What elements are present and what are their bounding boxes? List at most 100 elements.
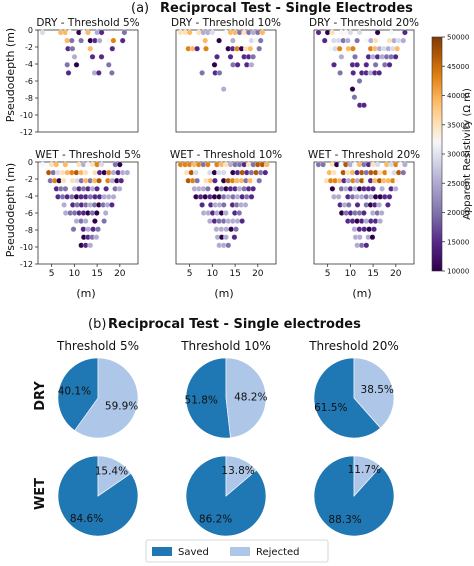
scatter-panel-4: WET - Threshold 5%0 -2 -4 -6 -8 -10 -12 5 10 15 20 bbox=[20, 149, 141, 279]
part-b-title: Reciprocal Test - Single electrodes bbox=[108, 317, 361, 332]
data-point bbox=[350, 45, 356, 52]
data-point bbox=[345, 202, 352, 208]
data-point bbox=[89, 53, 96, 60]
data-point bbox=[94, 185, 100, 192]
data-point bbox=[213, 226, 220, 233]
pie-wet-3: 88.3% 11.7% bbox=[313, 455, 395, 537]
y-tick-label: -6 bbox=[25, 77, 33, 86]
pie-slice-rejected bbox=[97, 455, 132, 497]
part-a-label: (a) bbox=[131, 1, 149, 16]
data-point bbox=[68, 37, 75, 44]
part-b-label: (b) bbox=[88, 317, 106, 332]
data-point bbox=[352, 53, 358, 60]
data-point bbox=[98, 161, 105, 168]
data-point bbox=[203, 45, 209, 52]
pie-dry-1: 40.1% 59.9% bbox=[57, 357, 138, 439]
xlabel-col-1: (m) bbox=[76, 287, 95, 300]
colorbar-tick-label: 20000 bbox=[447, 209, 469, 217]
data-point bbox=[377, 218, 383, 224]
data-point bbox=[370, 185, 376, 192]
data-point bbox=[256, 45, 263, 52]
colorbar-tick-label: 50000 bbox=[447, 34, 469, 42]
data-point bbox=[212, 177, 218, 184]
pie-row-label-wet: WET bbox=[33, 478, 48, 510]
data-point bbox=[385, 202, 391, 208]
data-point bbox=[351, 94, 358, 101]
data-point bbox=[73, 61, 80, 68]
data-point bbox=[118, 177, 125, 184]
pie-slice-saved bbox=[57, 357, 99, 431]
data-point bbox=[236, 210, 243, 216]
data-point bbox=[402, 29, 408, 36]
pie-col-title-2: Threshold 10% bbox=[180, 339, 271, 353]
data-point bbox=[329, 185, 336, 192]
data-point bbox=[101, 218, 107, 224]
pie-slice-rejected bbox=[353, 455, 382, 497]
data-point bbox=[85, 29, 91, 36]
data-point bbox=[363, 242, 370, 249]
data-point bbox=[378, 210, 385, 216]
x-tick-label: 20 bbox=[390, 269, 402, 279]
colorbar-tick-label: 35000 bbox=[447, 121, 469, 129]
data-point bbox=[402, 161, 408, 168]
panel-title: DRY - Threshold 10% bbox=[171, 17, 281, 29]
data-point bbox=[250, 185, 256, 192]
data-point bbox=[209, 29, 216, 36]
scatter-panel-6: WET - Threshold 20% 5 10 15 20 bbox=[308, 149, 420, 279]
data-point bbox=[386, 193, 393, 200]
data-point bbox=[69, 45, 76, 52]
data-point bbox=[225, 242, 232, 249]
data-point bbox=[321, 37, 328, 44]
data-point bbox=[211, 61, 218, 68]
data-point bbox=[351, 226, 358, 233]
data-point bbox=[329, 29, 336, 36]
panel-frame bbox=[37, 29, 139, 133]
scatter-panel-3: DRY - Threshold 20% bbox=[309, 17, 419, 133]
pie-label-saved: 51.8% bbox=[185, 394, 218, 406]
data-point bbox=[87, 242, 94, 249]
pie-wet-2: 86.2% 13.8% bbox=[185, 455, 267, 537]
legend-swatch-saved bbox=[152, 547, 172, 556]
data-point bbox=[242, 202, 249, 208]
pie-slice-saved bbox=[313, 357, 381, 439]
data-point bbox=[194, 45, 200, 52]
data-point bbox=[356, 29, 363, 36]
y-tick-label: -4 bbox=[25, 60, 33, 69]
data-point bbox=[66, 29, 73, 36]
data-point bbox=[344, 37, 351, 44]
data-point bbox=[87, 45, 94, 52]
x-tick-label: 15 bbox=[91, 269, 102, 279]
data-point bbox=[347, 29, 354, 36]
pie-col-title-3: Threshold 20% bbox=[308, 339, 399, 353]
data-point bbox=[218, 226, 225, 233]
data-point bbox=[110, 37, 117, 44]
y-tick-label: -12 bbox=[20, 260, 33, 269]
data-point bbox=[228, 226, 234, 233]
legend-label-rejected: Rejected bbox=[256, 547, 300, 558]
data-point bbox=[230, 37, 236, 44]
pie-label-rejected: 11.7% bbox=[348, 464, 381, 476]
data-point bbox=[124, 169, 131, 176]
panel-title: WET - Threshold 5% bbox=[35, 149, 141, 161]
data-point bbox=[61, 202, 67, 208]
data-point bbox=[371, 226, 377, 233]
data-point bbox=[239, 218, 245, 224]
data-point bbox=[220, 169, 227, 176]
panel-frame bbox=[175, 29, 277, 133]
data-point bbox=[82, 218, 89, 224]
x-tick-label: 15 bbox=[229, 269, 240, 279]
scatter-panel-5: WET - Threshold 10% 5 10 15 20 bbox=[170, 149, 282, 279]
pie-label-saved: 40.1% bbox=[58, 385, 91, 397]
data-point bbox=[103, 185, 109, 192]
data-point bbox=[199, 202, 205, 208]
data-point bbox=[392, 185, 399, 192]
legend-label-saved: Saved bbox=[178, 547, 209, 558]
data-point bbox=[248, 61, 255, 68]
pie-row-label-dry: DRY bbox=[33, 381, 48, 411]
data-point bbox=[356, 226, 363, 233]
panel-title: WET - Threshold 10% bbox=[170, 149, 282, 161]
data-point bbox=[264, 161, 270, 168]
data-point bbox=[372, 61, 379, 68]
colorbar-ticks: 10000 15000 20000 25000 30000 35000 40000 45000… bbox=[442, 34, 469, 276]
data-point bbox=[216, 70, 223, 76]
